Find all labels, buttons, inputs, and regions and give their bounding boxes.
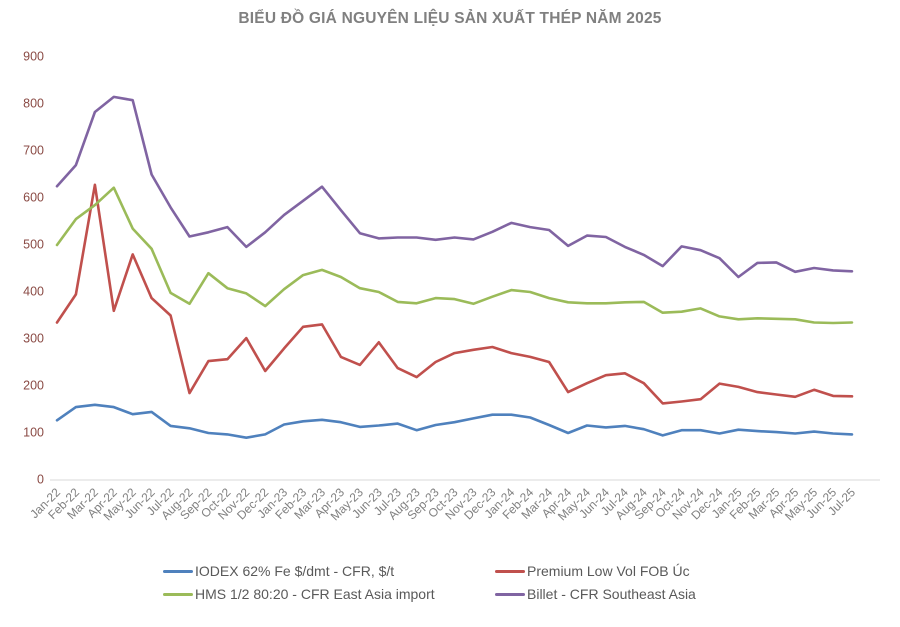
legend-item-iodex: IODEX 62% Fe $/dmt - CFR, $/t [163,563,495,579]
legend-item-hms: HMS 1/2 80:20 - CFR East Asia import [163,586,495,602]
y-tick-label: 600 [23,190,44,204]
legend-item-billet: Billet - CFR Southeast Asia [495,586,696,602]
y-tick-label: 300 [23,331,44,345]
legend-swatch-premium-low-vol [495,569,525,573]
legend-swatch-iodex [163,569,193,573]
legend-item-premium-low-vol: Premium Low Vol FOB Úc [495,563,696,579]
y-tick-label: 400 [23,284,44,298]
series-line-3 [55,186,854,325]
chart-title: BIỂU ĐỒ GIÁ NGUYÊN LIỆU SẢN XUẤT THÉP NĂ… [238,10,662,27]
y-tick-label: 0 [37,472,44,486]
y-tick-label: 800 [23,96,44,110]
legend: IODEX 62% Fe $/dmt - CFR, $/t Premium Lo… [163,563,696,602]
y-tick-label: 100 [23,425,44,439]
series-line-1 [55,403,854,440]
legend-label-iodex: IODEX 62% Fe $/dmt - CFR, $/t [195,563,395,579]
legend-label-premium-low-vol: Premium Low Vol FOB Úc [527,563,690,579]
y-tick-label: 200 [23,378,44,392]
series-line-4 [55,95,854,279]
y-tick-label: 500 [23,237,44,251]
y-tick-label: 700 [23,143,44,157]
series-line-2 [55,183,854,405]
legend-label-hms: HMS 1/2 80:20 - CFR East Asia import [195,586,435,602]
plot-area: 0100200300400500600700800900Jan-22Feb-22… [23,49,880,523]
legend-swatch-billet [495,592,525,596]
legend-label-billet: Billet - CFR Southeast Asia [527,586,696,602]
legend-swatch-hms [163,592,193,596]
y-tick-label: 900 [23,49,44,63]
